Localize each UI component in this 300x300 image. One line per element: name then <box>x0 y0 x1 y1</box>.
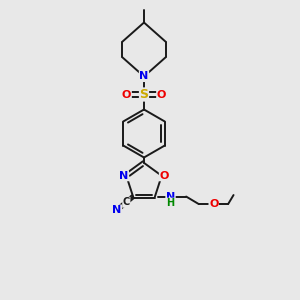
Text: O: O <box>209 199 218 209</box>
Text: S: S <box>140 88 148 101</box>
Text: O: O <box>122 89 131 100</box>
Text: N: N <box>140 71 148 82</box>
Text: N: N <box>119 171 128 181</box>
Text: N: N <box>166 191 175 202</box>
Text: C: C <box>123 197 130 207</box>
Text: N: N <box>112 205 122 215</box>
Text: H: H <box>167 198 175 208</box>
Text: O: O <box>157 89 166 100</box>
Text: O: O <box>159 171 169 181</box>
